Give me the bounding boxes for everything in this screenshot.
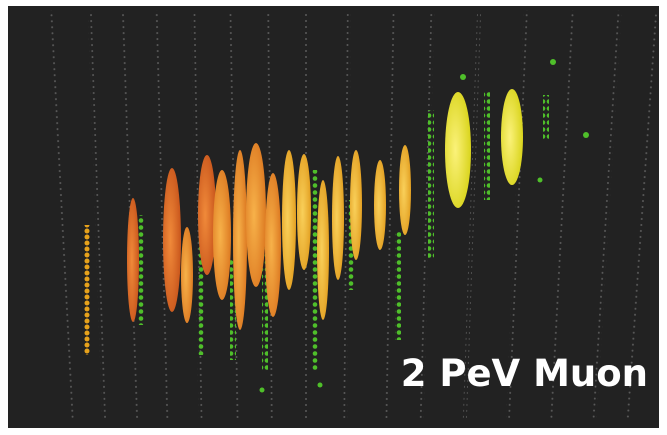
hit-column (312, 170, 318, 370)
deposit (332, 156, 344, 280)
deposit (297, 154, 311, 270)
event-display: 2 PeV Muon (0, 0, 667, 435)
deposit (246, 143, 266, 287)
page: {"image": {"caption": "2 PeV Muon"}} (0, 0, 667, 435)
hit (550, 59, 556, 65)
hit (538, 178, 543, 183)
hit (583, 132, 589, 138)
deposit (233, 150, 247, 330)
deposit (127, 198, 139, 322)
deposit (317, 180, 329, 320)
caption: 2 PeV Muon (401, 352, 648, 395)
deposit (374, 160, 386, 250)
deposit (445, 92, 471, 208)
hit (460, 74, 466, 80)
deposit (501, 89, 523, 185)
deposit (282, 150, 296, 290)
deposit (163, 168, 181, 312)
hit-column (484, 90, 490, 200)
hit-column (428, 110, 434, 260)
deposit (265, 173, 281, 317)
deposit (213, 170, 231, 300)
hit-column (395, 230, 401, 340)
hit (260, 388, 265, 393)
deposit (181, 227, 193, 323)
deposit (399, 145, 411, 235)
deposit (350, 150, 362, 260)
deposit (198, 155, 216, 275)
hit (318, 383, 323, 388)
hit-column (84, 225, 90, 355)
hit-column (543, 95, 549, 140)
